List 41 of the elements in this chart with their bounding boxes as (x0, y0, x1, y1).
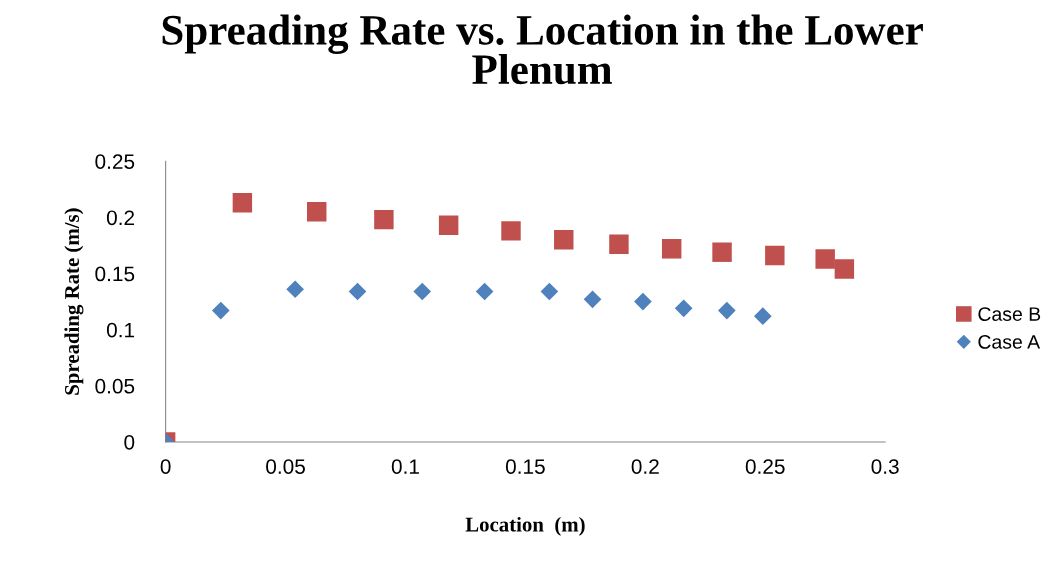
point (634, 292, 652, 311)
point (307, 202, 327, 222)
point (661, 239, 682, 259)
point (286, 280, 304, 299)
point (501, 221, 521, 241)
x-tick-label: 0.25 (745, 459, 785, 474)
y-tick-label: 0.2 (106, 210, 135, 226)
x-tick-label: 0.05 (266, 459, 305, 474)
y-tick-label: 0.1 (106, 322, 135, 338)
point (765, 245, 785, 266)
point (718, 301, 736, 320)
point (211, 301, 230, 320)
point (348, 282, 367, 301)
y-tick-label: 0.15 (95, 266, 135, 282)
point (834, 259, 855, 279)
x-tick-label: 0.1 (391, 459, 419, 474)
point (815, 249, 835, 269)
chart-title: Spreading Rate vs. Location in the Lower Plenum (162, 14, 923, 85)
point (712, 242, 732, 262)
point (554, 230, 574, 250)
legend-label: Case B (978, 307, 1041, 321)
point (609, 234, 629, 255)
point (674, 299, 693, 318)
x-tick-label: 0.3 (871, 459, 899, 474)
y-axis-title: Spreading Rate (m/s) (64, 208, 84, 395)
point (540, 282, 559, 301)
point (475, 282, 494, 301)
legend-label: Case A (978, 335, 1041, 349)
x-tick-label: 0.15 (505, 459, 545, 474)
y-tick-label: 0.25 (95, 154, 135, 169)
point (374, 209, 394, 230)
point (753, 307, 772, 326)
point (413, 282, 432, 301)
point (438, 215, 459, 235)
x-tick-label: 0.2 (631, 459, 659, 474)
x-tick-label: 0 (160, 459, 171, 474)
point (232, 193, 253, 213)
y-tick-label: 0.05 (95, 378, 135, 394)
point (583, 290, 602, 309)
x-axis-title: Location (m) (465, 516, 585, 536)
y-tick-label: 0 (124, 434, 135, 450)
